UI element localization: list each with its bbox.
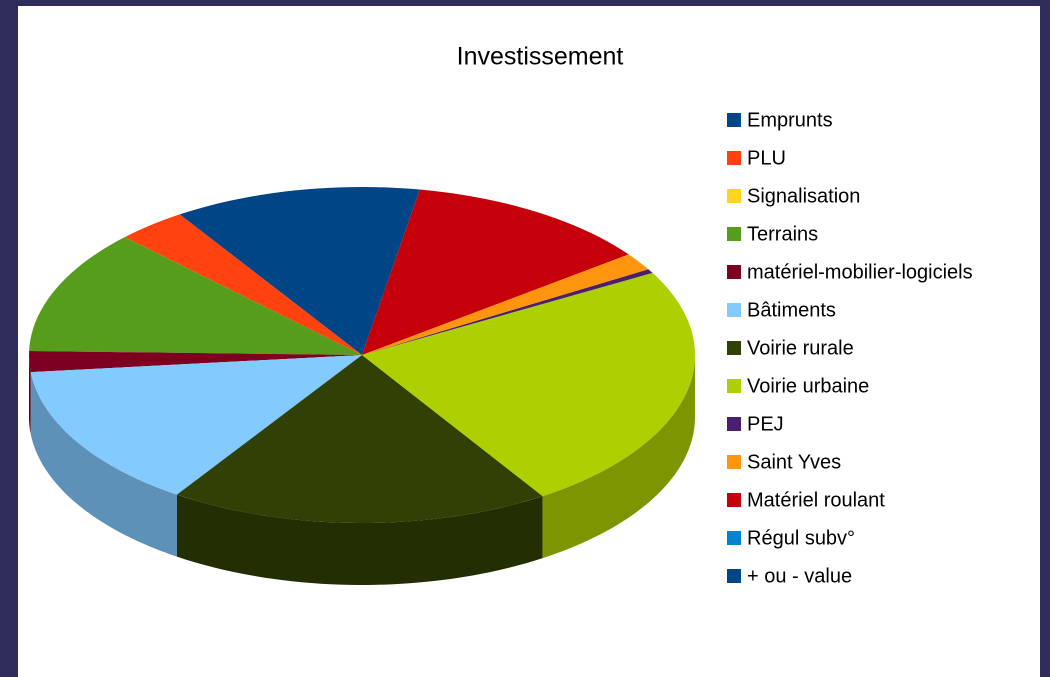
legend-swatch [727,189,741,203]
pie-slice [362,254,649,355]
legend-label: matériel-mobilier-logiciels [747,261,973,283]
legend-label: Bâtiments [747,299,836,321]
legend-swatch [727,417,741,431]
legend-swatch [727,569,741,583]
legend-label: PEJ [747,413,784,435]
legend-swatch [727,151,741,165]
pie-slice [29,237,362,355]
legend-swatch [727,303,741,317]
pie-side [176,494,543,585]
pie-side [30,372,177,557]
legend-label: PLU [747,147,786,169]
pie-side [542,355,695,559]
pie-slice [362,189,629,355]
legend-swatch [727,341,741,355]
legend-swatch [727,493,741,507]
pie-slice [29,351,362,373]
legend-swatch [727,379,741,393]
pie-slice [362,269,653,355]
legend-swatch [727,455,741,469]
pie-slice [124,214,362,355]
pie-slice [176,355,543,523]
legend-label: Terrains [747,223,818,245]
legend-swatch [727,531,741,545]
pie-side [29,355,31,435]
legend-label: Régul subv° [747,527,855,549]
pie-tops [29,187,695,523]
pie-slice [30,355,362,495]
legend-label: Emprunts [747,109,833,131]
legend-label: Voirie rurale [747,337,854,359]
legend-label: Matériel roulant [747,489,885,511]
legend-swatch [727,227,741,241]
legend-label: Saint Yves [747,451,841,473]
pie-slice [179,187,420,355]
pie-slice [362,272,695,497]
legend-label: + ou - value [747,565,852,587]
legend-label: Voirie urbaine [747,375,869,397]
pie-sides [29,355,695,585]
legend-swatch [727,265,741,279]
legend-label: Signalisation [747,185,860,207]
chart-title: Investissement [457,43,624,71]
legend-swatch [727,113,741,127]
